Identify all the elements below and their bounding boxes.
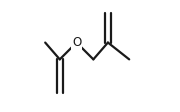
Text: O: O	[72, 36, 81, 49]
